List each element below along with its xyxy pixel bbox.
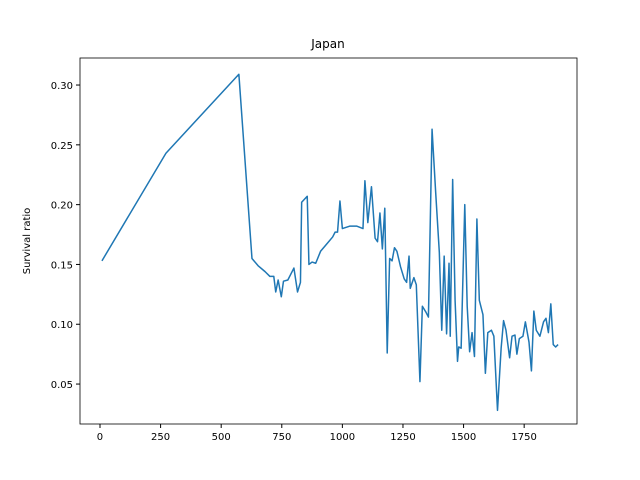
x-tick-label: 1500 [451, 432, 476, 443]
x-tick-label: 500 [212, 432, 231, 443]
x-tick-label: 1000 [330, 432, 355, 443]
x-tick-label: 750 [272, 432, 291, 443]
x-tick-label: 1750 [511, 432, 536, 443]
plot-frame [79, 57, 578, 425]
chart-title: Japan [310, 37, 344, 51]
y-tick-label: 0.05 [51, 380, 73, 391]
x-tick-label: 1250 [390, 432, 415, 443]
y-tick-label: 0.10 [51, 320, 73, 331]
y-tick-label: 0.25 [51, 141, 73, 152]
y-axis-label: Survival ratio [22, 208, 33, 275]
x-tick-label: 0 [97, 432, 103, 443]
y-tick-label: 0.30 [51, 81, 73, 92]
y-tick-label: 0.20 [51, 201, 73, 212]
line-series [101, 73, 559, 412]
y-tick-label: 0.15 [51, 260, 73, 271]
x-tick-label: 250 [151, 432, 170, 443]
